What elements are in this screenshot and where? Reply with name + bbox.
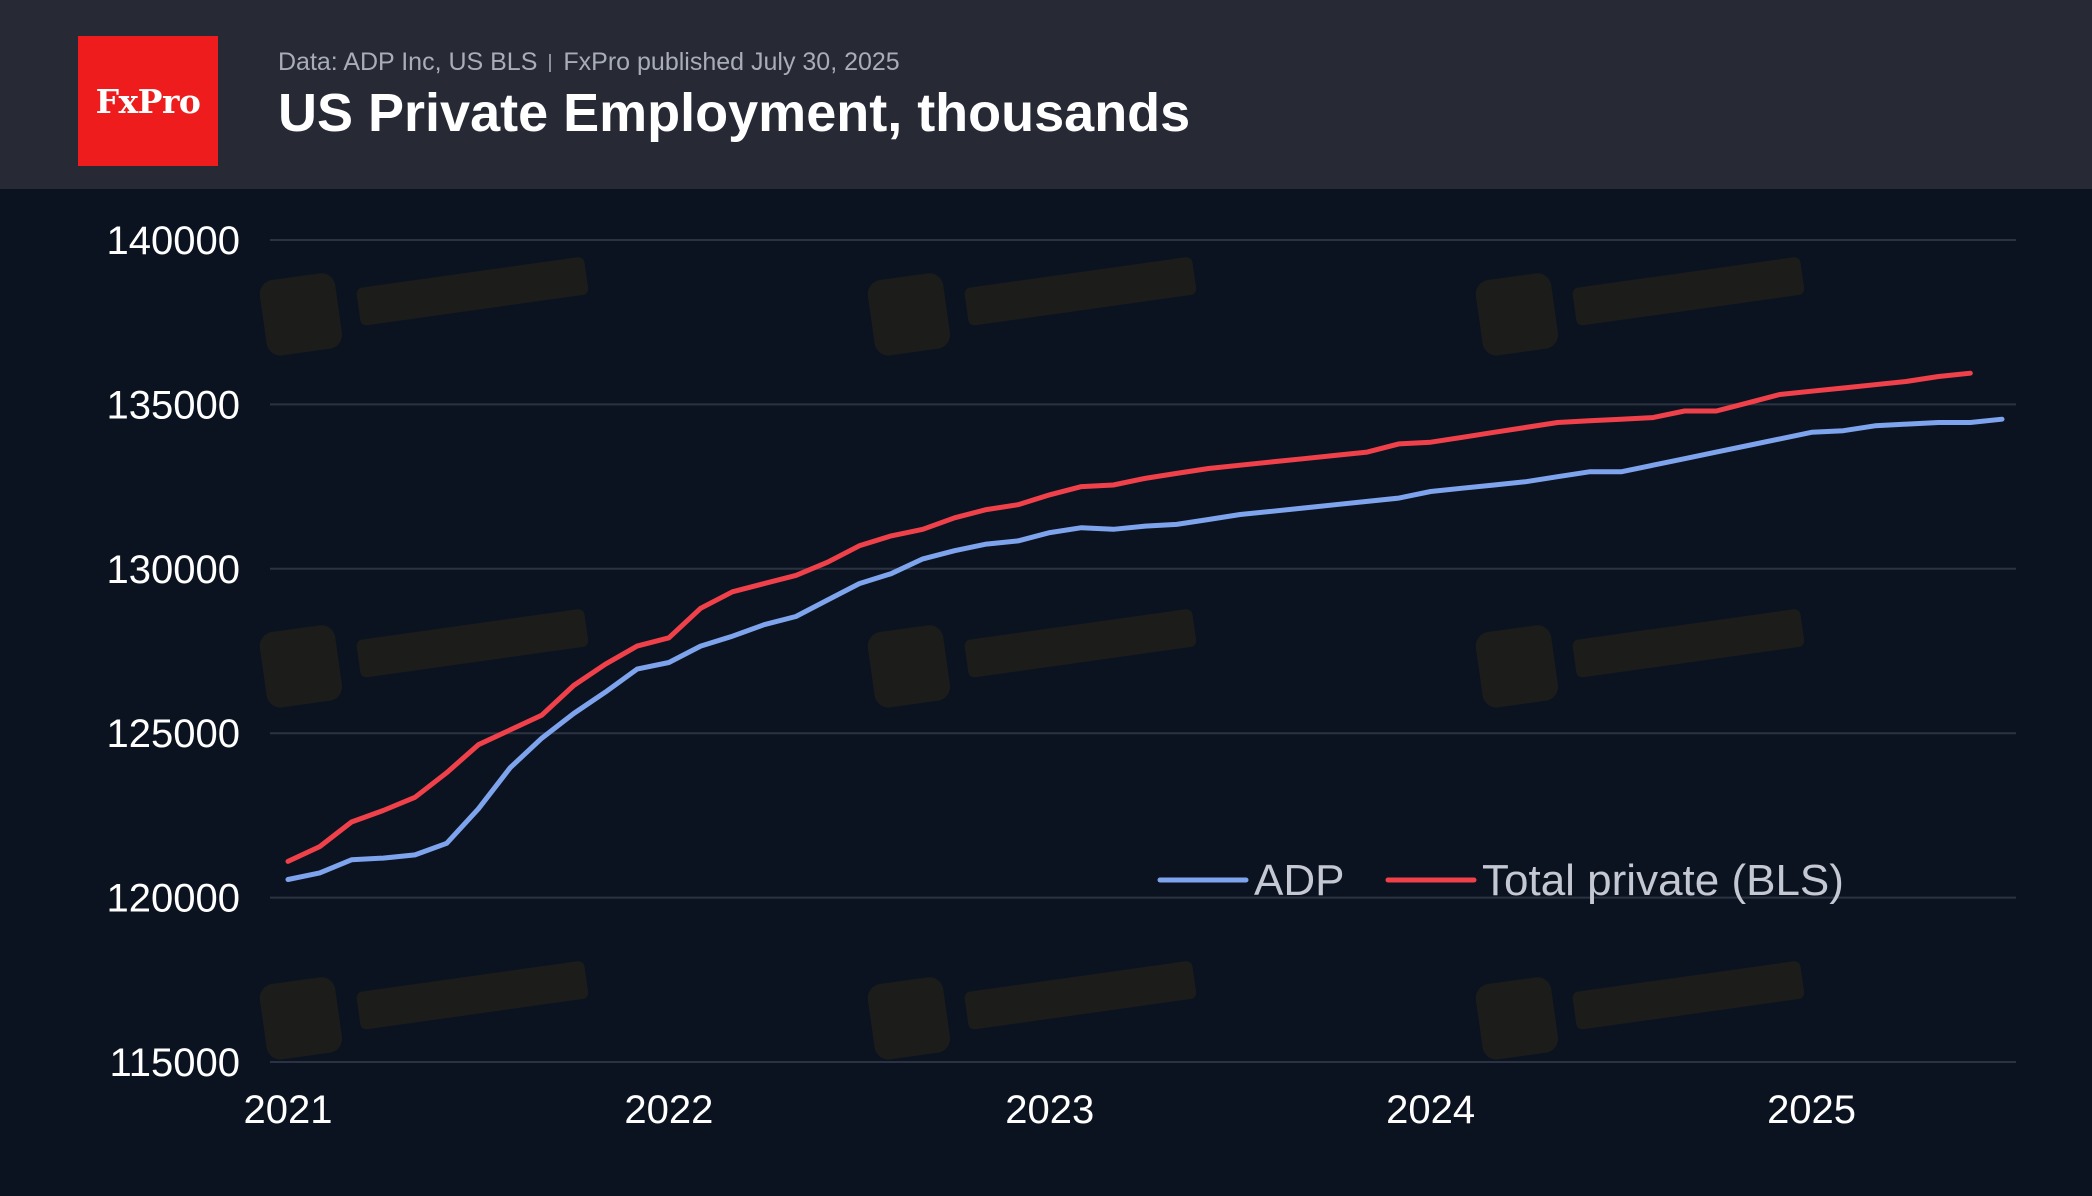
watermark-badge <box>259 273 343 356</box>
x-tick-label: 2024 <box>1386 1088 1475 1132</box>
y-tick-label: 120000 <box>107 877 240 921</box>
source-separator <box>549 53 552 72</box>
watermark-wordmark <box>356 257 589 326</box>
y-tick-label: 115000 <box>109 1041 240 1085</box>
published-text: FxPro published July 30, 2025 <box>563 48 900 76</box>
watermark-wordmark <box>1572 609 1805 678</box>
x-axis-ticks: 2021 2022 2023 2024 2025 <box>244 1088 1857 1132</box>
watermark-wordmark <box>356 609 589 678</box>
y-tick-label: 125000 <box>107 712 240 756</box>
watermark-wordmark <box>1572 257 1805 326</box>
watermark <box>259 257 589 356</box>
chart-title: US Private Employment, thousands <box>278 83 1191 143</box>
watermark-badge <box>259 977 343 1060</box>
watermark-badge <box>867 625 951 708</box>
watermark-wordmark <box>964 257 1197 326</box>
watermark-wordmark <box>964 961 1197 1030</box>
header-bar: FxPro Data: ADP Inc, US BLS FxPro publis… <box>0 0 2092 189</box>
watermark-badge <box>1475 977 1559 1060</box>
legend-label: Total private (BLS) <box>1482 856 1844 905</box>
watermark <box>867 609 1197 708</box>
watermark-badge <box>1475 273 1559 356</box>
grid-lines <box>270 239 2016 1063</box>
logo-text: FxPro <box>95 81 201 121</box>
watermark-badge <box>259 625 343 708</box>
x-tick-label: 2022 <box>624 1088 713 1132</box>
fxpro-logo: FxPro <box>78 36 218 166</box>
watermark-wordmark <box>356 961 589 1030</box>
watermarks <box>259 257 1805 1060</box>
watermark <box>259 609 589 708</box>
series-lines <box>285 370 2005 882</box>
y-tick-label: 130000 <box>107 548 240 592</box>
legend: ADP Total private (BLS) <box>1157 856 1844 905</box>
watermark <box>867 257 1197 356</box>
watermark-wordmark <box>1572 961 1805 1030</box>
watermark-badge <box>1475 625 1559 708</box>
series-line-adp <box>285 416 2005 882</box>
watermark-wordmark <box>964 609 1197 678</box>
x-tick-label: 2023 <box>1005 1088 1094 1132</box>
watermark <box>259 961 589 1060</box>
watermark <box>1475 609 1805 708</box>
x-tick-label: 2021 <box>244 1088 333 1132</box>
y-tick-label: 135000 <box>107 383 240 427</box>
source-text: Data: ADP Inc, US BLS <box>278 48 538 76</box>
x-tick-label: 2025 <box>1767 1088 1856 1132</box>
watermark-badge <box>867 977 951 1060</box>
watermark <box>1475 961 1805 1060</box>
watermark-badge <box>867 273 951 356</box>
y-axis-ticks: 115000 120000 125000 130000 135000 140000 <box>107 219 240 1085</box>
watermark <box>1475 257 1805 356</box>
data-source: Data: ADP Inc, US BLS FxPro published Ju… <box>278 48 900 77</box>
series-line-bls <box>285 370 1973 864</box>
legend-label: ADP <box>1254 856 1344 905</box>
watermark <box>867 961 1197 1060</box>
y-tick-label: 140000 <box>107 219 240 263</box>
